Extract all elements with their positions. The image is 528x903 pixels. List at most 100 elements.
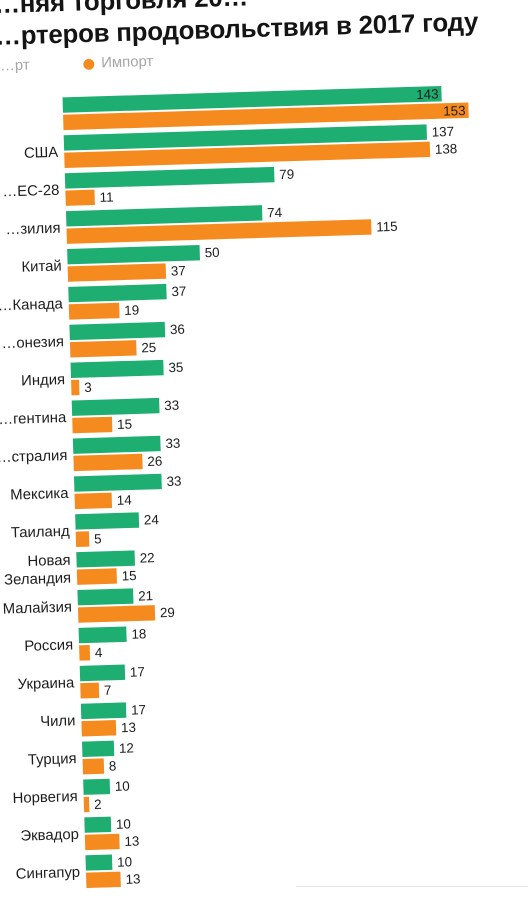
import-bar-9 xyxy=(73,453,143,472)
export-bar-4 xyxy=(67,244,201,265)
import-value-label-16: 13 xyxy=(121,720,136,735)
import-value-label-5: 19 xyxy=(124,303,139,318)
export-bar-19 xyxy=(84,816,112,833)
import-bar-8 xyxy=(72,416,113,434)
import-value-label-6: 25 xyxy=(141,340,156,355)
category-label-1: США xyxy=(24,145,59,162)
category-label-5: …Канада xyxy=(0,296,64,314)
export-value-label-19: 10 xyxy=(116,816,131,831)
import-value-label-3: 115 xyxy=(376,219,398,235)
import-bar-2 xyxy=(65,189,95,206)
export-value-label-16: 17 xyxy=(131,702,146,717)
export-value-label-14: 18 xyxy=(131,626,146,641)
category-label-12-line-1: Зеландия xyxy=(4,571,71,589)
import-bar-19 xyxy=(84,833,120,851)
category-label-18: Норвегия xyxy=(12,789,78,807)
export-bar-13 xyxy=(77,588,134,606)
import-value-label-15: 7 xyxy=(104,683,112,698)
import-value-label-8: 15 xyxy=(117,417,132,432)
import-value-label-9: 26 xyxy=(147,454,162,469)
import-bar-6 xyxy=(69,340,137,358)
import-bar-1 xyxy=(64,141,431,169)
import-value-label-19: 13 xyxy=(124,834,139,849)
category-label-3: …зилия xyxy=(5,221,61,239)
category-label-7: Индия xyxy=(21,372,65,389)
export-bar-5 xyxy=(68,283,167,303)
export-value-label-5: 37 xyxy=(171,284,186,299)
import-value-label-10: 14 xyxy=(117,492,133,507)
import-value-label-7: 3 xyxy=(84,380,92,395)
export-value-label-8: 33 xyxy=(164,398,179,413)
export-value-label-0: 143 xyxy=(416,86,439,102)
category-label-2: …ЕС-28 xyxy=(2,183,60,201)
category-label-10: Мексика xyxy=(10,486,70,504)
import-value-label-20: 13 xyxy=(125,871,140,886)
export-bar-20 xyxy=(85,854,113,871)
category-label-12-line-0: Новая xyxy=(27,553,71,570)
export-bar-18 xyxy=(83,778,111,795)
import-value-label-2: 11 xyxy=(99,190,113,205)
import-bar-0 xyxy=(63,102,469,131)
import-value-label-4: 37 xyxy=(171,263,186,278)
import-value-label-1: 138 xyxy=(435,141,458,157)
import-bar-3 xyxy=(66,219,372,244)
export-bar-1 xyxy=(63,124,427,151)
export-value-label-2: 79 xyxy=(279,167,294,182)
import-bar-16 xyxy=(81,720,117,737)
export-value-label-10: 33 xyxy=(166,474,181,489)
category-label-19: Эквадор xyxy=(20,827,79,845)
import-value-label-17: 8 xyxy=(109,758,117,773)
export-bar-0 xyxy=(62,85,442,113)
export-value-label-15: 17 xyxy=(130,664,145,679)
export-bar-8 xyxy=(71,397,160,416)
export-value-label-20: 10 xyxy=(117,854,132,869)
export-value-label-6: 36 xyxy=(170,322,185,337)
import-bar-13 xyxy=(77,605,156,623)
export-bar-7 xyxy=(70,359,164,379)
import-bar-17 xyxy=(82,758,105,775)
export-bar-3 xyxy=(65,205,263,227)
category-label-17: Турция xyxy=(28,751,77,768)
category-label-14: Россия xyxy=(24,637,73,654)
import-bar-18 xyxy=(83,796,90,813)
export-value-label-3: 74 xyxy=(267,205,283,220)
export-bar-10 xyxy=(73,473,162,492)
category-label-6: …онезия xyxy=(1,334,64,352)
export-value-label-1: 137 xyxy=(432,124,455,140)
export-bar-6 xyxy=(69,321,166,341)
export-value-label-17: 12 xyxy=(119,740,134,755)
export-value-label-13: 21 xyxy=(138,588,153,603)
export-bar-16 xyxy=(80,702,127,720)
export-bar-2 xyxy=(64,166,275,189)
export-value-label-4: 50 xyxy=(205,245,220,260)
import-bar-15 xyxy=(80,682,100,699)
import-bar-5 xyxy=(68,302,120,320)
import-bar-20 xyxy=(85,871,121,889)
import-value-label-11: 5 xyxy=(94,531,102,546)
category-label-13: Малайзия xyxy=(2,600,72,618)
import-value-label-18: 2 xyxy=(94,797,102,812)
import-bar-10 xyxy=(74,492,113,510)
category-label-4: Китай xyxy=(21,258,62,275)
export-value-label-12: 22 xyxy=(140,550,155,565)
export-value-label-7: 35 xyxy=(168,360,183,375)
category-label-11: Таиланд xyxy=(11,524,71,542)
category-label-8: …гентина xyxy=(0,410,67,428)
import-bar-7 xyxy=(71,379,80,396)
category-label-20: Сингапур xyxy=(16,865,81,883)
export-bar-17 xyxy=(82,740,115,757)
import-value-label-14: 4 xyxy=(95,645,103,660)
import-value-label-12: 15 xyxy=(121,568,136,583)
import-value-label-0: 153 xyxy=(443,103,466,119)
export-bar-15 xyxy=(79,664,126,682)
import-bar-14 xyxy=(79,644,91,661)
import-bar-11 xyxy=(75,531,90,547)
import-value-label-13: 29 xyxy=(160,605,175,620)
import-bar-4 xyxy=(67,263,167,282)
export-bar-9 xyxy=(72,435,161,454)
export-value-label-9: 33 xyxy=(165,436,180,451)
export-bar-11 xyxy=(75,512,140,530)
